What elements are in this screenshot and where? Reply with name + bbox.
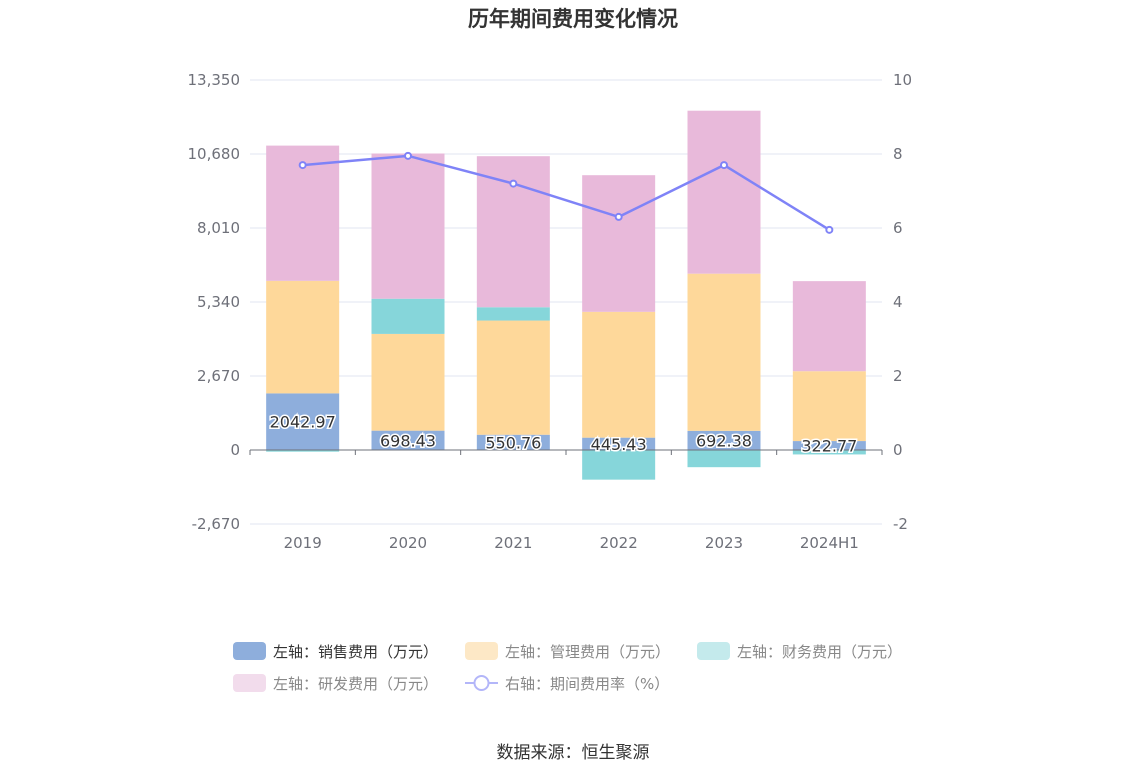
legend-label: 左轴：管理费用（万元）	[505, 643, 670, 661]
rate-point[interactable]	[509, 179, 518, 188]
legend-item[interactable]: 左轴：管理费用（万元）	[465, 642, 670, 661]
x-axis-tick-label: 2023	[705, 534, 743, 552]
data-label: 698.43	[380, 431, 436, 450]
bar-segment[interactable]	[582, 450, 656, 480]
legend-label: 右轴：期间费用率（%）	[505, 675, 669, 693]
data-label: 550.76	[485, 433, 541, 452]
x-axis-tick-label: 2022	[600, 534, 638, 552]
right-axis-tick-label: 4	[893, 293, 903, 311]
bar-segment[interactable]	[371, 298, 445, 334]
left-axis-tick-label: 2,670	[197, 367, 240, 385]
data-label: 322.77	[801, 437, 857, 456]
bar-segment[interactable]	[371, 153, 445, 299]
legend-swatch	[233, 642, 266, 660]
x-axis-tick-label: 2021	[494, 534, 532, 552]
left-axis-tick-label: 5,340	[197, 293, 240, 311]
bar-segment[interactable]	[266, 393, 340, 450]
bar-segment[interactable]	[476, 320, 550, 435]
right-axis-tick-label: 6	[893, 219, 903, 237]
left-axis-tick-label: 8,010	[197, 219, 240, 237]
right-axis-tick-label: 8	[893, 145, 903, 163]
legend-swatch	[233, 674, 266, 692]
left-axis-tick-label: 13,350	[188, 71, 241, 89]
rate-point[interactable]	[614, 212, 623, 221]
legend-label: 左轴：财务费用（万元）	[737, 643, 902, 661]
bar-segment[interactable]	[792, 281, 866, 372]
bar-segment[interactable]	[582, 437, 656, 450]
bar-segment[interactable]	[476, 434, 550, 450]
legend-label: 左轴：研发费用（万元）	[273, 675, 438, 693]
right-axis-tick-label: 10	[893, 71, 912, 89]
bar-segment[interactable]	[792, 441, 866, 450]
data-label: 2042.97	[270, 413, 336, 432]
rate-point[interactable]	[298, 161, 307, 170]
x-axis	[249, 449, 883, 455]
bar-segment[interactable]	[476, 156, 550, 308]
grid-lines	[250, 79, 882, 525]
legend-swatch	[465, 642, 498, 660]
legend-item[interactable]: 右轴：期间费用率（%）	[465, 675, 669, 693]
bar-series	[266, 110, 866, 480]
data-label: 692.38	[696, 431, 752, 450]
bar-segment[interactable]	[687, 110, 761, 274]
bar-segment[interactable]	[371, 430, 445, 450]
rate-point[interactable]	[825, 225, 834, 234]
data-labels: 2042.97 698.43 550.76 445.43 692.38 322.77	[268, 411, 859, 457]
right-axis-tick-label: 0	[893, 441, 903, 459]
bar-segment[interactable]	[266, 280, 340, 394]
rate-point[interactable]	[720, 161, 728, 170]
legend-item[interactable]: 左轴：销售费用（万元）	[233, 642, 438, 661]
legend-marker	[473, 675, 490, 691]
bar-segment[interactable]	[582, 175, 656, 312]
rate-point[interactable]	[404, 151, 412, 160]
legend-swatch	[697, 642, 730, 660]
legend-item[interactable]: 左轴：研发费用（万元）	[233, 674, 438, 693]
x-axis-tick-label: 2019	[284, 534, 322, 552]
left-axis-tick-label: 0	[230, 441, 240, 459]
right-axis-tick-label: 2	[893, 367, 903, 385]
bar-segment[interactable]	[687, 273, 761, 431]
legend-label: 左轴：销售费用（万元）	[273, 643, 438, 661]
bar-segment[interactable]	[687, 450, 761, 468]
line-series	[298, 151, 834, 234]
bar-segment[interactable]	[687, 430, 761, 450]
legend[interactable]: 左轴：销售费用（万元） 左轴：管理费用（万元） 左轴：财务费用（万元） 左轴：研发费用…	[233, 642, 902, 693]
chart-title: 历年期间费用变化情况	[468, 7, 678, 31]
data-label: 445.43	[591, 435, 647, 454]
source-note: 数据来源：恒生聚源	[497, 743, 650, 763]
bar-segment[interactable]	[792, 371, 866, 442]
bar-segment[interactable]	[371, 333, 445, 431]
left-axis-tick-label: 10,680	[188, 145, 241, 163]
right-axis-tick-label: -2	[893, 515, 908, 533]
bar-segment[interactable]	[582, 311, 656, 438]
x-axis-tick-label: 2024H1	[800, 534, 859, 552]
rate-line	[302, 154, 830, 231]
bar-segment[interactable]	[476, 307, 550, 321]
left-axis-tick-label: -2,670	[192, 515, 240, 533]
bar-segment[interactable]	[792, 450, 866, 455]
legend-item[interactable]: 左轴：财务费用（万元）	[697, 642, 902, 661]
axis-ticks: -2,670 0 2,670 5,340 8,010 10,680 13,350 -2 0 2 4 6…	[188, 71, 913, 552]
bar-segment[interactable]	[266, 450, 340, 452]
x-axis-tick-label: 2020	[389, 534, 427, 552]
